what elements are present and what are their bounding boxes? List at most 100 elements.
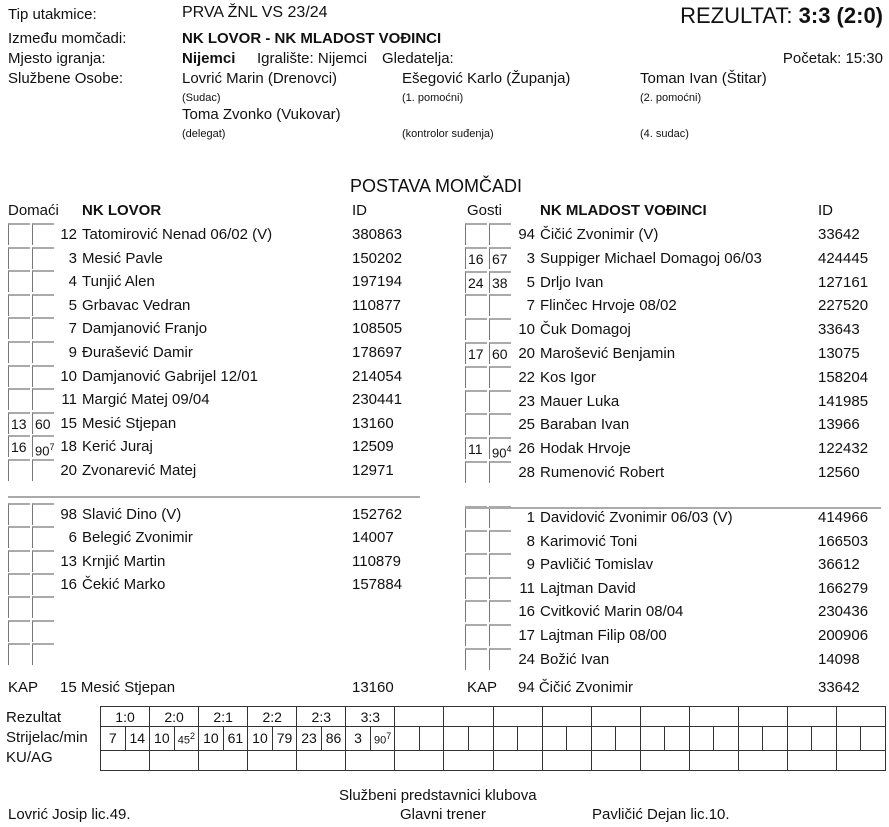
player-id: 127161	[818, 273, 869, 291]
officials-label: Službene Osobe:	[8, 70, 124, 87]
player-number: 9	[68, 344, 77, 361]
minute-cell: 14	[124, 726, 151, 751]
minute-box	[32, 223, 54, 245]
player-id: 230436	[818, 603, 869, 621]
kuag-cell	[345, 749, 396, 771]
stoppage-time: 7	[49, 442, 55, 453]
player-id: 200906	[818, 627, 869, 644]
lineups-title: POSTAVA MOMČADI	[350, 176, 523, 196]
player-number: 6	[68, 529, 77, 547]
player-name: Margić Matej 09/04	[82, 391, 210, 409]
scorer-cell: 7	[100, 726, 126, 751]
score-cell: 2:1	[198, 706, 249, 727]
event-box	[465, 318, 487, 341]
scorer-cell	[835, 726, 862, 751]
minute-box: 907	[32, 435, 55, 459]
minute-box	[32, 619, 54, 642]
player-number: 11	[61, 391, 77, 409]
official-name: Toma Zvonko (Vukovar)	[182, 106, 341, 123]
event-box	[8, 364, 30, 387]
player-number: 3	[526, 249, 535, 267]
score-cell	[394, 706, 445, 727]
player-id: 108505	[352, 320, 403, 338]
minute-box	[32, 317, 54, 340]
player-number: 94	[518, 226, 535, 243]
minute-cell	[467, 726, 494, 751]
player-name: Damjanović Gabrijel 12/01	[82, 367, 258, 385]
score-cell: 2:3	[296, 706, 347, 727]
kuag-cell	[247, 749, 298, 771]
player-name: Mesić Stjepan	[82, 414, 177, 432]
event-box	[465, 624, 487, 646]
player-number: 12	[60, 226, 77, 243]
player-name: Mauer Luka	[540, 392, 620, 410]
start-time: Početak: 15:30	[782, 50, 883, 67]
minute-box	[32, 388, 54, 411]
minute-cell	[762, 726, 788, 751]
score-cell	[541, 706, 592, 727]
player-number: 16	[60, 575, 77, 593]
scorer-cell: 10	[247, 726, 273, 751]
minute-box: 60	[32, 411, 54, 434]
event-box	[8, 642, 30, 665]
minute-box	[489, 647, 511, 670]
player-number: 3	[68, 249, 77, 267]
minute-box	[489, 223, 511, 245]
player-name: Hodak Hrvoje	[540, 440, 631, 458]
player-id: 414966	[818, 509, 869, 526]
kuag-cell	[786, 749, 837, 771]
player-id: 110877	[352, 296, 401, 314]
player-id: 14098	[818, 650, 860, 668]
event-box	[8, 388, 30, 411]
player-id: 12971	[352, 462, 394, 479]
score-cell	[688, 706, 739, 727]
player-name: Tunjić Alen	[82, 273, 155, 291]
minute-box	[32, 572, 54, 595]
scorer-cell: 10	[149, 726, 175, 751]
player-number: 10	[518, 321, 535, 339]
player-name: Damjanović Franjo	[82, 320, 208, 338]
minute-box	[32, 246, 54, 269]
place-label: Mjesto igranja:	[8, 50, 106, 67]
minute-box	[489, 318, 511, 341]
scorer-cell	[688, 726, 715, 751]
event-box	[8, 293, 30, 316]
player-name: Drljo Ivan	[540, 273, 604, 291]
score-cell	[590, 706, 641, 727]
event-box	[8, 270, 30, 293]
event-box	[465, 413, 487, 436]
grid-label-kuag: KU/AG	[6, 749, 53, 766]
player-id: 197194	[352, 273, 403, 291]
away-captain: 94 Čičić Zvonimir	[518, 679, 634, 696]
player-number: 13	[60, 552, 77, 570]
score-cell: 1:0	[99, 706, 151, 727]
home-team-name: NK LOVOR	[82, 202, 162, 219]
home-side-label: Domaći	[8, 202, 59, 219]
minute-box	[32, 549, 54, 572]
player-number: 26	[518, 440, 535, 458]
official-name: Ešegović Karlo (Županja)	[402, 70, 571, 87]
score-cell	[835, 706, 887, 727]
home-coach: Lovrić Josip lic.49.	[8, 806, 131, 823]
home-subs-divider	[8, 496, 420, 498]
kuag-cell	[492, 749, 543, 771]
minute-cell: 79	[271, 726, 298, 751]
player-id: 424445	[818, 249, 869, 267]
player-number: 25	[518, 416, 535, 434]
minute-box	[489, 553, 511, 576]
minute-box	[489, 529, 511, 552]
player-number: 8	[526, 532, 535, 550]
player-number: 16	[518, 603, 535, 621]
player-name: Davidović Zvonimir 06/03 (V)	[540, 509, 733, 526]
player-id: 36612	[818, 556, 860, 574]
player-name: Marošević Benjamin	[540, 345, 676, 362]
event-box	[465, 576, 487, 599]
kuag-cell	[541, 749, 592, 771]
minute-box	[489, 389, 511, 412]
kuag-cell	[99, 749, 151, 771]
minute-cell: 86	[320, 726, 347, 751]
player-name: Belegić Zvonimir	[82, 529, 193, 547]
result-row: 1:0 2:0 2:1 2:2 2:3 3:3	[99, 706, 887, 727]
player-id: 13160	[352, 414, 394, 432]
